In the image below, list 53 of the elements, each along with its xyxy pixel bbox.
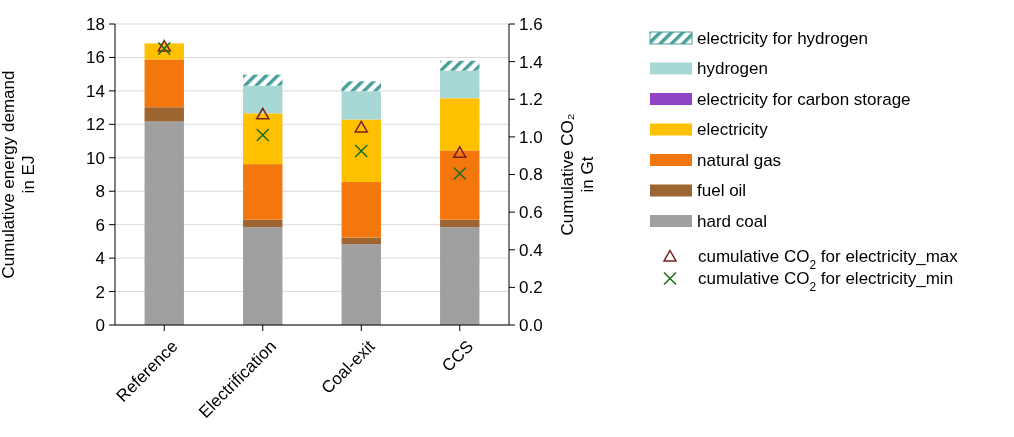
- bar: [440, 98, 480, 151]
- bar: [144, 59, 184, 108]
- y-tick-label: 10: [86, 148, 105, 168]
- bar: [440, 60, 480, 71]
- legend-label: electricity: [697, 120, 769, 140]
- point: [354, 120, 368, 133]
- bar: [341, 119, 381, 183]
- y-tick-label: 18: [86, 14, 105, 34]
- legend-label: electricity for carbon storage: [697, 89, 911, 109]
- y2-tick-label: 1.2: [519, 90, 543, 110]
- y2-axis-title: Cumulative CO₂ in Gt: [557, 113, 598, 236]
- y2-tick-label: 0.4: [519, 240, 543, 260]
- bar: [341, 182, 381, 238]
- bar: [144, 107, 184, 122]
- bar: [243, 164, 283, 220]
- bar: [243, 227, 283, 325]
- y2-tick-label: 0.6: [519, 203, 543, 223]
- y2-tick-label: 0.8: [519, 165, 543, 185]
- y-axis-title: Cumulative energy demand in EJ: [0, 70, 39, 279]
- bar: [243, 74, 283, 86]
- legend-label: fuel oil: [697, 181, 747, 201]
- bar: [341, 81, 381, 92]
- y-tick-label: 2: [95, 282, 105, 302]
- y-tick-label: 12: [86, 115, 105, 135]
- bar: [243, 113, 283, 165]
- legend-label: hard coal: [697, 211, 767, 231]
- bar: [440, 70, 480, 99]
- bar: [440, 219, 480, 228]
- y-tick-label: 0: [95, 315, 105, 335]
- y2-tick-label: 1.0: [519, 127, 543, 147]
- bar: [243, 85, 283, 114]
- legend-label: natural gas: [697, 150, 782, 170]
- bar: [440, 150, 480, 220]
- legend-label: hydrogen: [697, 59, 768, 79]
- legend-label: electricity for hydrogen: [697, 28, 869, 48]
- y2-tick-label: 0.2: [519, 278, 543, 298]
- bar: [341, 244, 381, 325]
- y2-tick-label: 0.0: [519, 315, 543, 335]
- point: [256, 107, 270, 120]
- y2-tick-label: 1.4: [519, 52, 543, 72]
- point: [453, 146, 467, 159]
- y-tick-label: 16: [86, 48, 105, 68]
- bar: [440, 227, 480, 325]
- bar: [144, 121, 184, 325]
- y-tick-label: 4: [95, 249, 105, 269]
- bar: [243, 219, 283, 228]
- bar: [341, 91, 381, 120]
- y-tick-label: 14: [86, 81, 105, 101]
- y-tick-label: 8: [95, 182, 105, 202]
- point: [354, 144, 368, 158]
- point: [453, 166, 467, 181]
- y-tick-label: 6: [95, 215, 105, 235]
- y2-tick-label: 1.6: [519, 14, 543, 34]
